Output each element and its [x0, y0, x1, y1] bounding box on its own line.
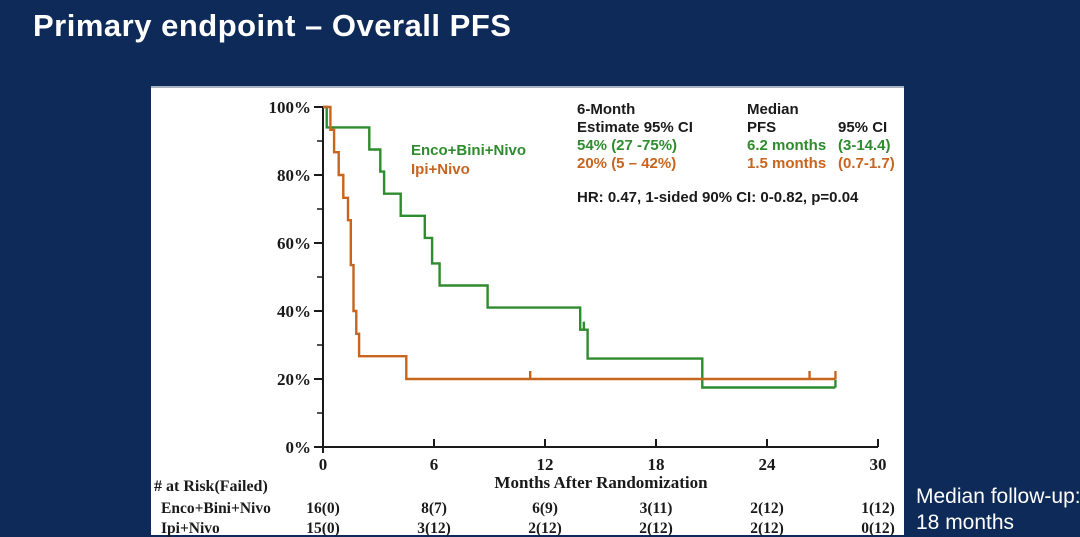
stats-enco-6month: 54% (27 -75%): [577, 137, 677, 154]
stats-pfs-header: PFS: [747, 119, 776, 136]
km-curve-ipi-nivo: [323, 105, 836, 381]
y-major-ticks: [314, 106, 323, 448]
y-tick-label-100: 100%: [269, 98, 312, 117]
axes: [314, 106, 879, 453]
risk-cell: 3(11): [640, 500, 673, 517]
risk-cell: 3(12): [417, 520, 451, 537]
x-tick-label-30: 30: [870, 455, 887, 474]
x-tick-label-12: 12: [537, 455, 554, 474]
stats-enco-ci: (3-14.4): [838, 137, 891, 154]
y-tick-label-80: 80%: [277, 166, 311, 185]
legend-label-ipi: Ipi+Nivo: [411, 161, 470, 178]
stats-enco-median: 6.2 months: [747, 137, 826, 154]
median-followup-line1: Median follow-up:: [916, 485, 1080, 508]
stats-hazard-ratio: HR: 0.47, 1-sided 90% CI: 0-0.82, p=0.04: [577, 189, 859, 206]
y-tick-label-40: 40%: [277, 302, 311, 321]
x-ticks: [322, 439, 879, 447]
risk-row-label-enco: Enco+Bini+Nivo: [161, 500, 271, 517]
stats-ipi-ci: (0.7-1.7): [838, 155, 895, 172]
stats-median-header: Median: [747, 101, 799, 118]
risk-cell: 8(7): [421, 500, 447, 517]
legend-label-enco: Enco+Bini+Nivo: [411, 142, 526, 159]
median-followup-line2: 18 months: [916, 511, 1015, 534]
y-tick-label-0: 0%: [286, 438, 312, 457]
stats-ipi-median: 1.5 months: [747, 155, 826, 172]
y-tick-label-60: 60%: [277, 234, 311, 253]
x-tick-label-0: 0: [319, 455, 328, 474]
x-axis-title: Months After Randomization: [494, 473, 708, 492]
risk-table-header: # at Risk(Failed): [154, 478, 268, 495]
risk-cell: 6(9): [532, 500, 558, 517]
stats-6month-header: 6-Month: [577, 101, 635, 118]
risk-cell: 2(12): [639, 520, 673, 537]
risk-cell: 2(12): [528, 520, 562, 537]
x-tick-label-24: 24: [759, 455, 777, 474]
y-tick-label-20: 20%: [277, 370, 311, 389]
page-title: Primary endpoint – Overall PFS: [33, 8, 512, 43]
risk-cell: 16(0): [306, 500, 340, 517]
chart-panel: 100% 80% 60% 40% 20% 0% 0 6 12 18 24 30 …: [151, 86, 904, 537]
stats-ci-header: 95% CI: [838, 119, 887, 136]
risk-cell: 1(12): [861, 500, 895, 517]
risk-cell: 2(12): [750, 520, 784, 537]
risk-cell: 2(12): [750, 500, 784, 517]
risk-row-label-ipi: Ipi+Nivo: [161, 520, 220, 537]
y-minor-ticks: [317, 140, 323, 414]
km-curve-enco-bini-nivo: [323, 105, 836, 389]
x-tick-label-6: 6: [430, 455, 439, 474]
stats-ipi-6month: 20% (5 – 42%): [577, 155, 676, 172]
risk-cell: 15(0): [306, 520, 340, 537]
risk-cell: 0(12): [861, 520, 895, 537]
stats-estimate-header: Estimate 95% CI: [577, 119, 693, 136]
km-chart: 100% 80% 60% 40% 20% 0% 0 6 12 18 24 30 …: [154, 98, 895, 537]
km-curves: [323, 105, 837, 389]
x-tick-label-18: 18: [648, 455, 665, 474]
median-followup-note: Median follow-up: 18 months: [916, 484, 1080, 536]
